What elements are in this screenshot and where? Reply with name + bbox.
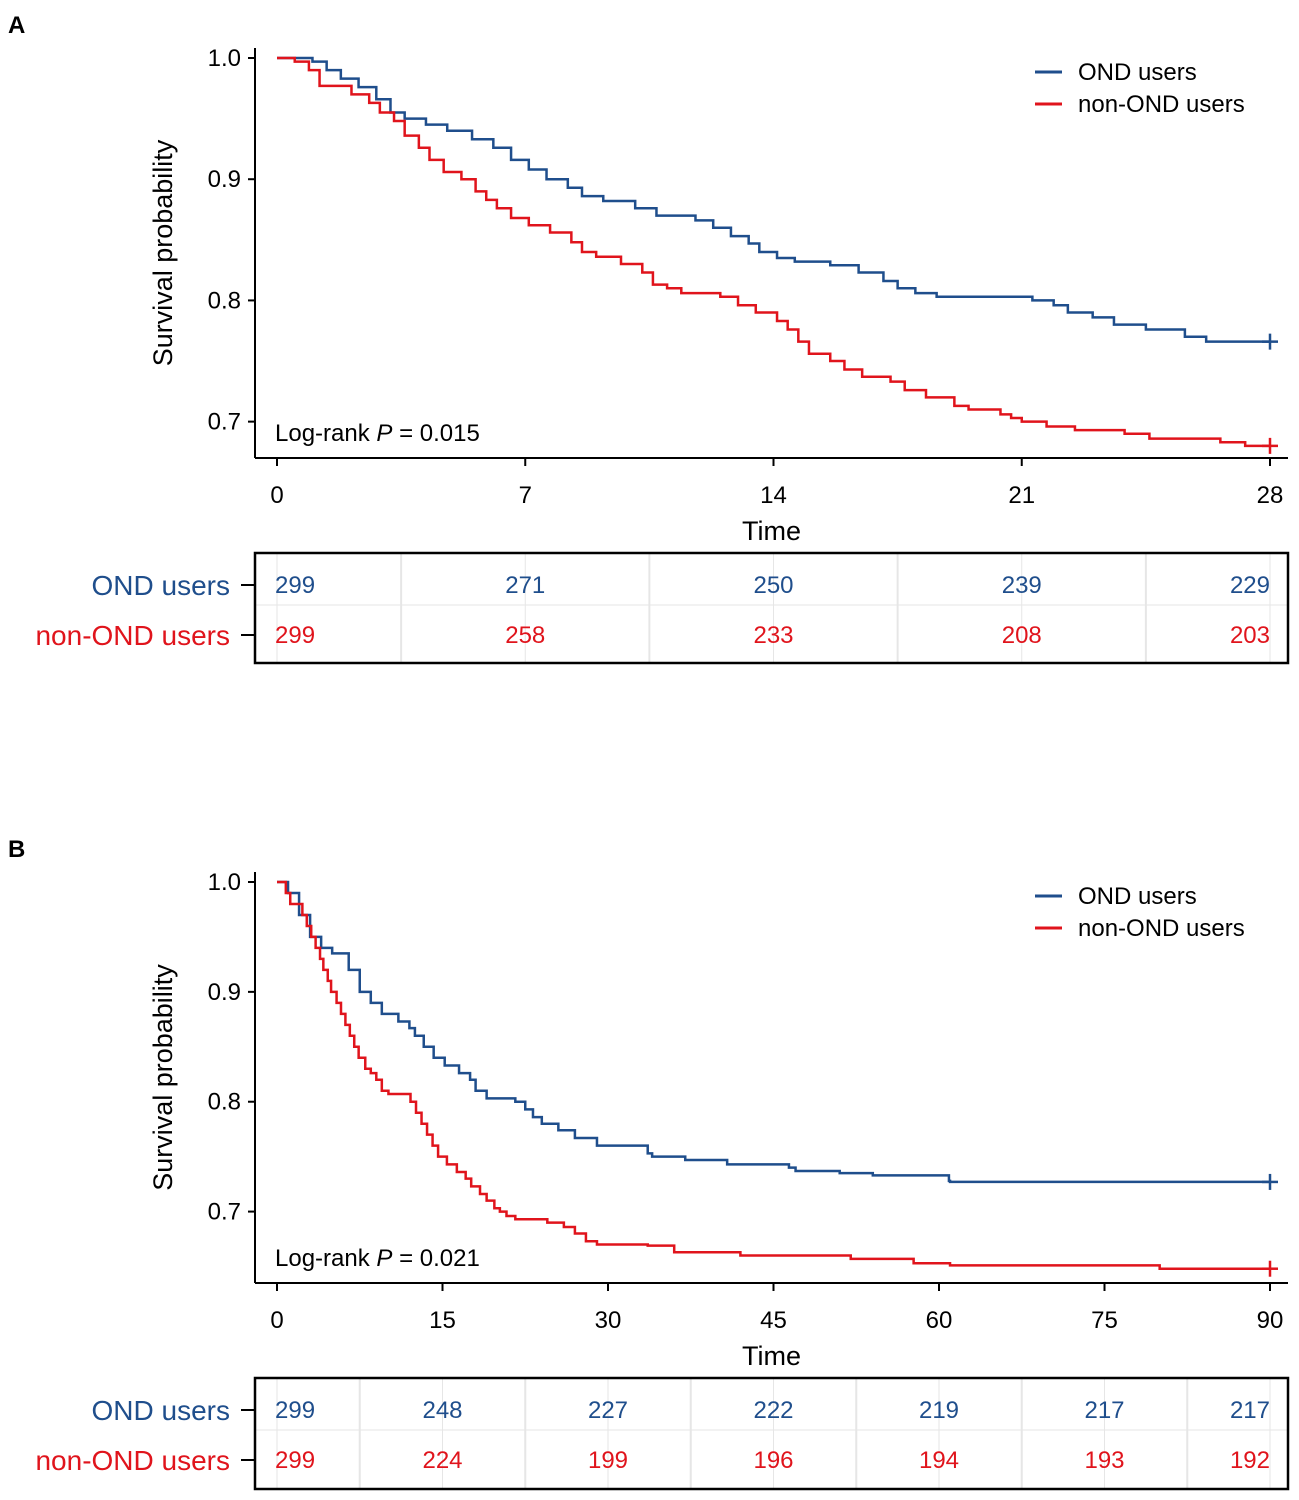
risk-count: 199 bbox=[588, 1447, 628, 1474]
y-axis-title: Survival probability bbox=[148, 139, 178, 366]
risk-row-label: non-OND users bbox=[35, 1445, 230, 1476]
risk-table: OND users 299 248 227 222 219 217 217 non-OND us… bbox=[35, 1376, 1290, 1491]
x-axis-title: Time bbox=[742, 1341, 801, 1371]
x-tick-label: 75 bbox=[1091, 1307, 1118, 1334]
y-tick-label: 0.9 bbox=[208, 166, 241, 193]
risk-count: 208 bbox=[1002, 622, 1042, 649]
risk-count: 239 bbox=[1002, 572, 1042, 599]
log-rank-prefix: Log-rank bbox=[275, 1245, 376, 1272]
survival-curve-non-ond bbox=[277, 880, 1270, 1270]
risk-count: 299 bbox=[275, 1447, 315, 1474]
risk-count: 233 bbox=[753, 622, 793, 649]
risk-count: 250 bbox=[753, 572, 793, 599]
risk-table-border bbox=[253, 1376, 1290, 1491]
p-value: = 0.015 bbox=[392, 420, 479, 447]
x-tick-label: 15 bbox=[429, 1307, 456, 1334]
y-tick-label: 0.8 bbox=[208, 287, 241, 314]
survival-curve-ond bbox=[277, 56, 1270, 343]
x-tick-label: 0 bbox=[270, 482, 283, 509]
risk-count: 299 bbox=[275, 572, 315, 599]
x-tick-label: 90 bbox=[1257, 1307, 1284, 1334]
risk-count: 193 bbox=[1084, 1447, 1124, 1474]
risk-count: 222 bbox=[753, 1397, 793, 1424]
risk-count: 271 bbox=[505, 572, 545, 599]
log-rank-annotation: Log-rank P = 0.015 bbox=[275, 420, 480, 447]
p-symbol: P bbox=[376, 420, 392, 447]
panel-label: A bbox=[8, 12, 25, 39]
legend-entry: non-OND users bbox=[1078, 915, 1245, 942]
log-rank-prefix: Log-rank bbox=[275, 420, 376, 447]
x-tick-label: 28 bbox=[1257, 482, 1284, 509]
y-tick-label: 0.7 bbox=[208, 409, 241, 436]
risk-count: 227 bbox=[588, 1397, 628, 1424]
legend-entry: OND users bbox=[1078, 883, 1197, 910]
x-tick-label: 60 bbox=[926, 1307, 953, 1334]
risk-count: 299 bbox=[275, 622, 315, 649]
x-tick-label: 30 bbox=[595, 1307, 622, 1334]
risk-count: 258 bbox=[505, 622, 545, 649]
legend-entry: non-OND users bbox=[1078, 91, 1245, 118]
x-tick-label: 45 bbox=[760, 1307, 787, 1334]
p-symbol: P bbox=[376, 1245, 392, 1272]
x-tick-label: 21 bbox=[1008, 482, 1035, 509]
panel-B: B 0.7 0.8 0.9 1.0 0 15 30 45 60 75 90 Time Survival p… bbox=[8, 836, 1290, 1491]
survival-curve-ond bbox=[277, 880, 1270, 1184]
x-tick-label: 0 bbox=[270, 1307, 283, 1334]
risk-count: 217 bbox=[1084, 1397, 1124, 1424]
risk-count: 196 bbox=[753, 1447, 793, 1474]
risk-row-label: non-OND users bbox=[35, 620, 230, 651]
risk-table: OND users 299 271 250 239 229 non-OND users 299… bbox=[35, 551, 1290, 665]
risk-count: 194 bbox=[919, 1447, 959, 1474]
risk-count: 203 bbox=[1230, 622, 1270, 649]
p-value: = 0.021 bbox=[392, 1245, 479, 1272]
risk-count: 248 bbox=[422, 1397, 462, 1424]
risk-table-border bbox=[253, 551, 1290, 665]
panel-A: A 0.7 0.8 0.9 1.0 0 7 14 21 28 Time Survival probab… bbox=[8, 12, 1290, 665]
risk-count: 192 bbox=[1230, 1447, 1270, 1474]
risk-count: 219 bbox=[919, 1397, 959, 1424]
risk-count: 224 bbox=[422, 1447, 462, 1474]
survival-curve-non-ond bbox=[277, 56, 1270, 448]
y-tick-label: 0.7 bbox=[208, 1199, 241, 1226]
y-tick-label: 0.9 bbox=[208, 979, 241, 1006]
risk-row-label: OND users bbox=[92, 570, 230, 601]
x-tick-label: 14 bbox=[760, 482, 787, 509]
risk-count: 229 bbox=[1230, 572, 1270, 599]
y-tick-label: 1.0 bbox=[208, 45, 241, 72]
risk-count: 299 bbox=[275, 1397, 315, 1424]
risk-row-label: OND users bbox=[92, 1395, 230, 1426]
y-axis-title: Survival probability bbox=[148, 964, 178, 1191]
y-tick-label: 1.0 bbox=[208, 869, 241, 896]
panel-label: B bbox=[8, 836, 25, 863]
x-tick-label: 7 bbox=[519, 482, 532, 509]
risk-count: 217 bbox=[1230, 1397, 1270, 1424]
x-axis-title: Time bbox=[742, 516, 801, 546]
log-rank-annotation: Log-rank P = 0.021 bbox=[275, 1245, 480, 1272]
legend-entry: OND users bbox=[1078, 59, 1197, 86]
y-tick-label: 0.8 bbox=[208, 1089, 241, 1116]
